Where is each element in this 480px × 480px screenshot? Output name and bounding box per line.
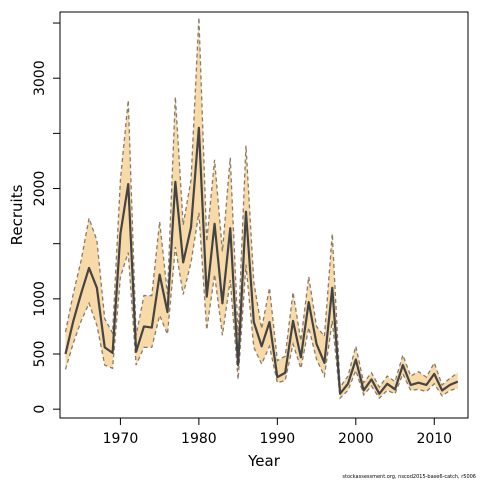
x-axis: 1970 1980 1990 2000 2010: [103, 418, 452, 447]
x-tick-label-1990: 1990: [260, 431, 296, 447]
y-axis: 0 500 1000 2000 3000: [32, 22, 60, 414]
y-tick-label-2000: 2000: [32, 171, 48, 207]
source-credit: stockassessment.org, nscod2015-base6-cat…: [342, 474, 476, 480]
x-tick-label-2010: 2010: [416, 431, 452, 447]
y-tick-label-0: 0: [32, 405, 48, 414]
x-tick-label-1980: 1980: [181, 431, 217, 447]
confidence-band: [65, 17, 458, 399]
upper-bound-line: [64, 17, 459, 390]
lower-bound-line: [64, 212, 458, 400]
x-tick-label-1970: 1970: [103, 431, 139, 447]
y-tick-label-3000: 3000: [32, 60, 48, 96]
y-axis-title: Recruits: [8, 184, 26, 245]
estimate-line: [64, 126, 459, 395]
confidence-band-layer: [65, 17, 458, 399]
series-lines-layer: [64, 17, 459, 400]
x-tick-label-2000: 2000: [338, 431, 374, 447]
y-tick-label-500: 500: [32, 341, 48, 368]
plot-frame: [59, 11, 469, 419]
y-tick-label-1000: 1000: [32, 281, 48, 317]
x-axis-title: Year: [247, 452, 281, 470]
